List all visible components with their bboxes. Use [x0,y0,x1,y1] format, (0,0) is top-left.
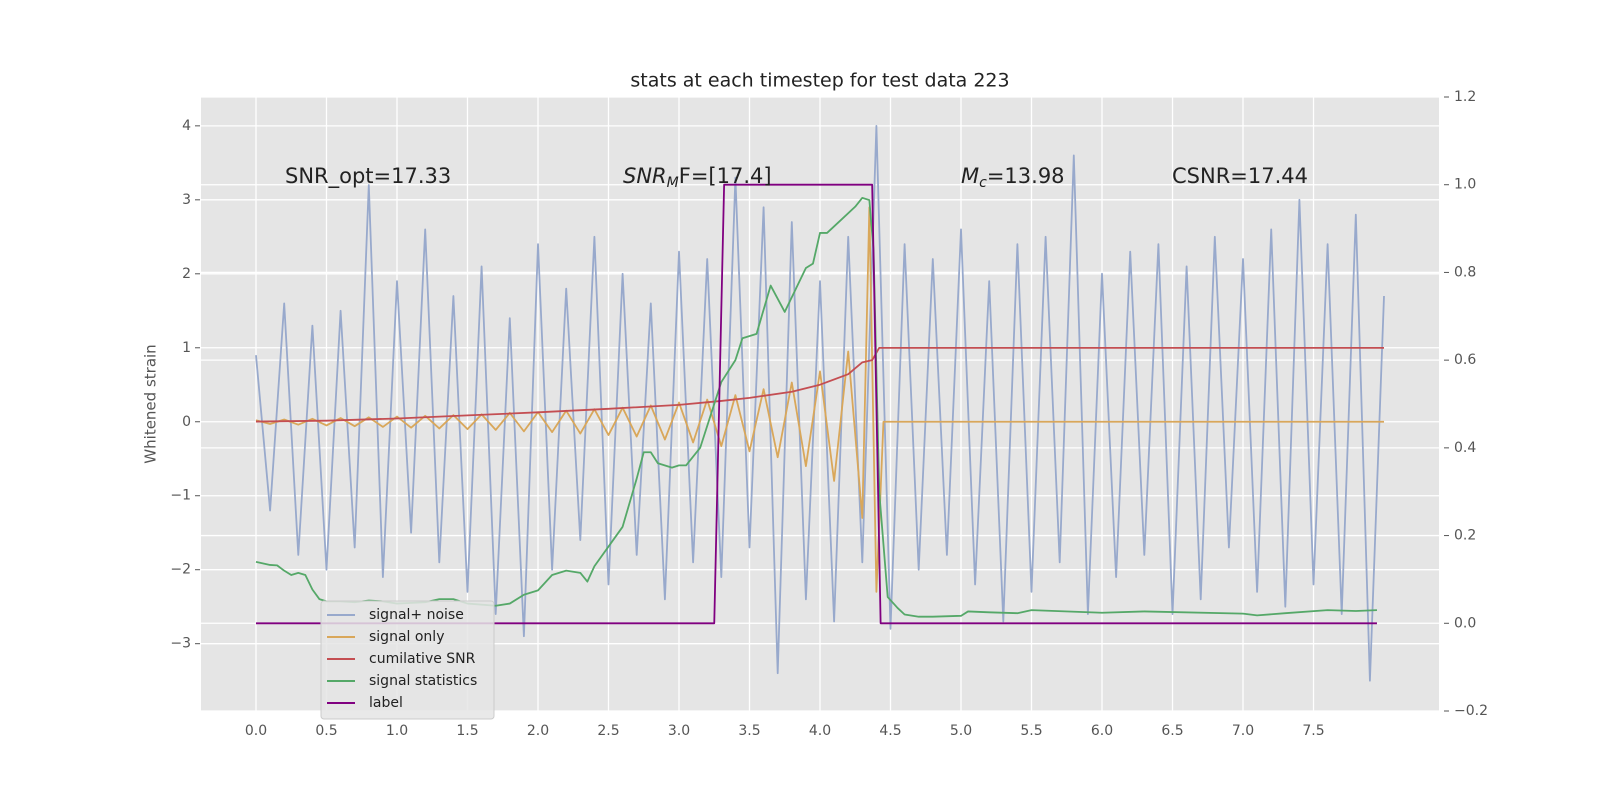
y2-tick-label: 0.4 [1454,440,1476,456]
y2-tick-label: −0.2 [1454,703,1488,719]
y-tick-label: −2 [170,562,191,578]
y-tick-label: 0 [182,414,191,430]
annotation-part: c [979,175,987,191]
y-tick-label: 3 [182,192,191,208]
y-axis-label: Whitened strain [142,344,160,463]
y-tick-label: 4 [182,118,191,134]
legend-label: label [369,695,403,711]
x-tick-label: 4.5 [879,723,901,739]
legend: signal+ noise signal only cumilative SNR si… [320,600,495,720]
y-tick-label: −1 [170,488,191,504]
y2-tick-label: 0.8 [1454,264,1476,280]
annotation: CSNR=17.44 [1172,164,1308,188]
annotation-part: SNR [623,164,667,188]
legend-label: signal statistics [369,673,477,689]
x-tick-label: 3.0 [668,723,690,739]
x-tick-label: 6.0 [1091,723,1113,739]
y-tick-label: 1 [182,340,191,356]
legend-box [320,600,495,720]
annotation: SNRMF=[17.4] [623,164,772,191]
y2-tick-label: 0.2 [1454,528,1476,544]
x-tick-label: 5.0 [950,723,972,739]
annotation: SNR_opt=17.33 [285,164,451,189]
x-tick-label: 4.0 [809,723,831,739]
x-tick-label: 1.5 [456,723,478,739]
y-tick-label: 2 [182,266,191,282]
legend-label: cumilative SNR [369,651,476,667]
legend-label: signal+ noise [369,607,464,623]
x-tick-label: 0.0 [245,723,267,739]
y2-tick-label: 1.0 [1454,177,1476,193]
y-tick-label: −3 [170,636,191,652]
x-tick-label: 2.0 [527,723,549,739]
series-line [255,124,1385,682]
series-line [255,346,1385,423]
x-tick-label: 7.5 [1302,723,1324,739]
y2-tick-label: 0.0 [1454,615,1476,631]
x-tick-label: 1.0 [386,723,408,739]
y2-tick-label: 0.6 [1454,352,1476,368]
annotation-part: M [961,164,979,188]
legend-label: signal only [369,629,444,645]
series-line [255,183,1377,625]
series-line [255,196,1377,618]
y2-tick-label: 1.2 [1454,89,1476,105]
x-tick-label: 5.5 [1020,723,1042,739]
x-tick-label: 0.5 [315,723,337,739]
chart-title: stats at each timestep for test data 223 [630,70,1009,92]
x-tick-label: 3.5 [738,723,760,739]
x-tick-label: 7.0 [1232,723,1254,739]
x-tick-label: 2.5 [597,723,619,739]
annotation: Mc=13.98 [961,164,1065,191]
annotation-part: M [667,175,679,191]
annotation-part: =13.98 [987,164,1065,188]
x-tick-label: 6.5 [1161,723,1183,739]
annotation-part: F=[17.4] [679,164,772,188]
